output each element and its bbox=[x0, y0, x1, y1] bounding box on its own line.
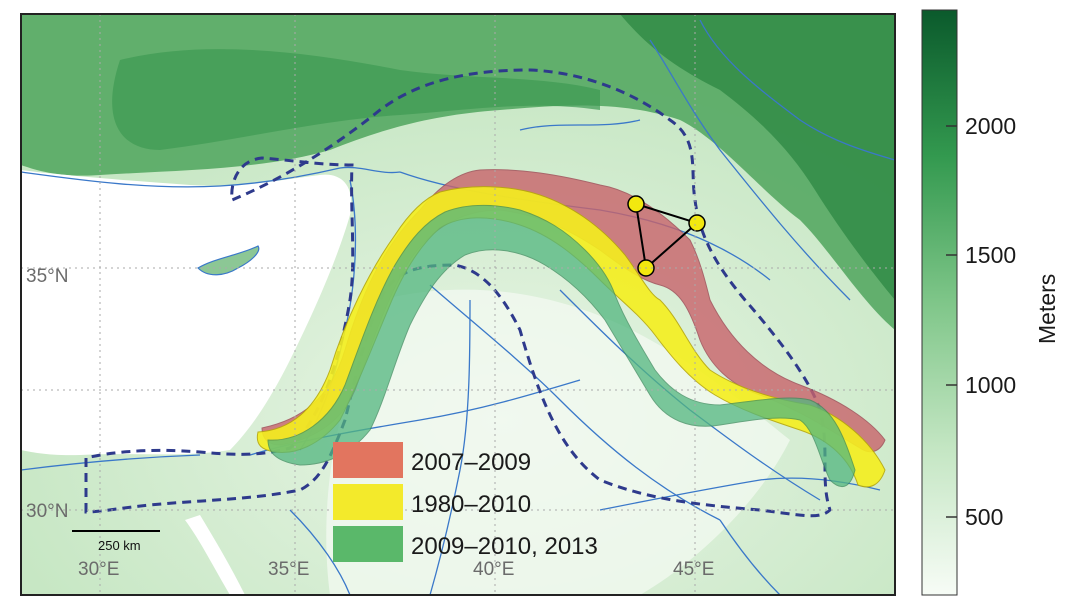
highlands-zagros bbox=[620, 14, 895, 300]
legend-label: 2009–2010, 2013 bbox=[411, 533, 598, 560]
colorbar-title: Meters bbox=[1034, 274, 1060, 344]
colorbar-tick: 1000 bbox=[965, 372, 1016, 398]
red-sea bbox=[185, 515, 245, 595]
legend-swatch-2009-2010-2013 bbox=[333, 526, 403, 562]
colorbar-tick: 500 bbox=[965, 504, 1003, 530]
legend-label: 2007–2009 bbox=[411, 449, 531, 476]
graticule bbox=[21, 14, 895, 595]
colorbar-tick: 1500 bbox=[965, 242, 1016, 268]
mediterranean-sea bbox=[21, 170, 352, 456]
lon-label: 45°E bbox=[673, 559, 714, 580]
colorbar-gradient bbox=[921, 9, 958, 596]
lat-label: 35°N bbox=[26, 266, 68, 287]
legend-swatch-1980-2010 bbox=[333, 484, 403, 520]
legend: 2007–2009 1980–2010 2009–2010, 2013 bbox=[333, 442, 598, 562]
colorbar: 2000 1500 1000 500 Meters bbox=[921, 9, 1060, 596]
lon-label: 40°E bbox=[473, 559, 514, 580]
syrian-desert bbox=[326, 289, 790, 595]
colorbar-tick: 2000 bbox=[965, 113, 1016, 139]
lon-label: 35°E bbox=[268, 559, 309, 580]
band-2009-2010-2013 bbox=[267, 204, 856, 488]
map-frame bbox=[20, 13, 896, 596]
lon-label: 30°E bbox=[78, 559, 119, 580]
highlands-taurus bbox=[112, 49, 600, 151]
legend-label: 1980–2010 bbox=[411, 491, 531, 518]
site-marker bbox=[627, 195, 645, 213]
scale-bar: 250 km bbox=[72, 530, 160, 553]
lat-label: 30°N bbox=[26, 501, 68, 522]
legend-swatch-2007-2009 bbox=[333, 442, 403, 478]
map-area: 2007–2009 1980–2010 2009–2010, 2013 250 … bbox=[21, 14, 895, 595]
scale-bar-label: 250 km bbox=[98, 538, 141, 553]
site-marker bbox=[688, 214, 706, 232]
